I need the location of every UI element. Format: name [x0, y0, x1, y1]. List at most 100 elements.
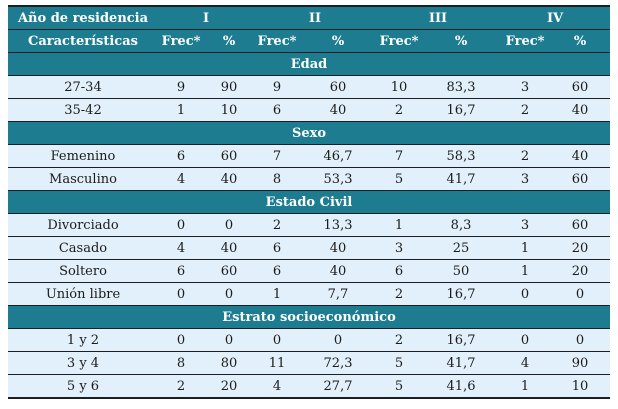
value-cell: 27,7 — [300, 374, 377, 399]
value-cell: 10 — [376, 75, 423, 99]
table-row: 35-42 1 10 6 40 2 16,7 2 40 — [8, 98, 611, 122]
section-title: Sexo — [8, 121, 611, 145]
value-cell: 9 — [158, 75, 204, 99]
value-cell: 7 — [254, 144, 300, 168]
value-cell: 6 — [376, 259, 423, 283]
value-cell: 40 — [204, 167, 254, 191]
value-cell: 40 — [550, 98, 611, 122]
row-label: Casado — [8, 236, 158, 260]
row-label: 27-34 — [8, 75, 158, 99]
row-label: Unión libre — [8, 282, 158, 306]
subheader-pct-i: % — [204, 29, 254, 53]
value-cell: 10 — [550, 374, 611, 399]
row-label: Femenino — [8, 144, 158, 168]
table-header: Año de residencia I II III IV Caracterís… — [8, 5, 611, 53]
value-cell: 53,3 — [300, 167, 377, 191]
value-cell: 8,3 — [422, 213, 501, 237]
section-title: Estrato socioeconómico — [8, 305, 611, 329]
value-cell: 40 — [300, 98, 377, 122]
table-row: Masculino 4 40 8 53,3 5 41,7 3 60 — [8, 167, 611, 191]
table-row: Femenino 6 60 7 46,7 7 58,3 2 40 — [8, 144, 611, 168]
value-cell: 41,7 — [422, 351, 501, 375]
header-group-i: I — [158, 5, 254, 30]
value-cell: 3 — [376, 236, 423, 260]
value-cell: 0 — [550, 282, 611, 306]
table-row: Casado 4 40 6 40 3 25 1 20 — [8, 236, 611, 260]
value-cell: 5 — [376, 351, 423, 375]
subheader-pct-iii: % — [422, 29, 501, 53]
value-cell: 60 — [550, 167, 611, 191]
value-cell: 20 — [204, 374, 254, 399]
value-cell: 7,7 — [300, 282, 377, 306]
value-cell: 2 — [376, 328, 423, 352]
row-label: 3 y 4 — [8, 351, 158, 375]
row-label: Soltero — [8, 259, 158, 283]
value-cell: 20 — [550, 259, 611, 283]
value-cell: 8 — [254, 167, 300, 191]
table-container: Año de residencia I II III IV Caracterís… — [8, 5, 611, 399]
table-row: 5 y 6 2 20 4 27,7 5 41,6 1 10 — [8, 374, 611, 399]
value-cell: 4 — [500, 351, 551, 375]
value-cell: 2 — [376, 282, 423, 306]
value-cell: 16,7 — [422, 328, 501, 352]
value-cell: 4 — [158, 236, 204, 260]
value-cell: 8 — [158, 351, 204, 375]
value-cell: 40 — [300, 259, 377, 283]
value-cell: 1 — [500, 259, 551, 283]
value-cell: 16,7 — [422, 98, 501, 122]
value-cell: 3 — [500, 213, 551, 237]
value-cell: 0 — [204, 213, 254, 237]
value-cell: 83,3 — [422, 75, 501, 99]
value-cell: 6 — [158, 144, 204, 168]
value-cell: 0 — [158, 328, 204, 352]
value-cell: 5 — [376, 374, 423, 399]
row-label: Divorciado — [8, 213, 158, 237]
subheader-frec-iv: Frec* — [500, 29, 551, 53]
header-group-iv: IV — [500, 5, 611, 30]
value-cell: 1 — [158, 98, 204, 122]
value-cell: 0 — [300, 328, 377, 352]
header-group-iii: III — [376, 5, 501, 30]
value-cell: 0 — [254, 328, 300, 352]
subheader-frec-iii: Frec* — [376, 29, 423, 53]
subheader-row: Características Frec* % Frec* % Frec* % … — [8, 29, 611, 53]
value-cell: 0 — [204, 328, 254, 352]
value-cell: 2 — [500, 144, 551, 168]
section-title: Estado Civil — [8, 190, 611, 214]
value-cell: 41,6 — [422, 374, 501, 399]
value-cell: 5 — [376, 167, 423, 191]
value-cell: 2 — [158, 374, 204, 399]
table-row: 1 y 2 0 0 0 0 2 16,7 0 0 — [8, 328, 611, 352]
value-cell: 7 — [376, 144, 423, 168]
row-label: 5 y 6 — [8, 374, 158, 399]
value-cell: 2 — [254, 213, 300, 237]
value-cell: 11 — [254, 351, 300, 375]
row-label: 35-42 — [8, 98, 158, 122]
subheader-pct-iv: % — [550, 29, 611, 53]
value-cell: 40 — [300, 236, 377, 260]
value-cell: 20 — [550, 236, 611, 260]
value-cell: 60 — [204, 144, 254, 168]
value-cell: 2 — [500, 98, 551, 122]
value-cell: 72,3 — [300, 351, 377, 375]
value-cell: 6 — [158, 259, 204, 283]
section-band-row: Sexo — [8, 121, 611, 145]
value-cell: 80 — [204, 351, 254, 375]
value-cell: 10 — [204, 98, 254, 122]
value-cell: 0 — [158, 282, 204, 306]
table-row: Unión libre 0 0 1 7,7 2 16,7 0 0 — [8, 282, 611, 306]
value-cell: 6 — [254, 236, 300, 260]
value-cell: 9 — [254, 75, 300, 99]
value-cell: 3 — [500, 75, 551, 99]
value-cell: 4 — [254, 374, 300, 399]
header-anio-residencia: Año de residencia — [8, 5, 158, 30]
section-band-row: Estrato socioeconómico — [8, 305, 611, 329]
row-label: 1 y 2 — [8, 328, 158, 352]
value-cell: 0 — [550, 328, 611, 352]
value-cell: 25 — [422, 236, 501, 260]
value-cell: 1 — [500, 236, 551, 260]
section-band-row: Estado Civil — [8, 190, 611, 214]
value-cell: 0 — [500, 328, 551, 352]
header-caracteristicas: Características — [8, 29, 158, 53]
subheader-frec-i: Frec* — [158, 29, 204, 53]
